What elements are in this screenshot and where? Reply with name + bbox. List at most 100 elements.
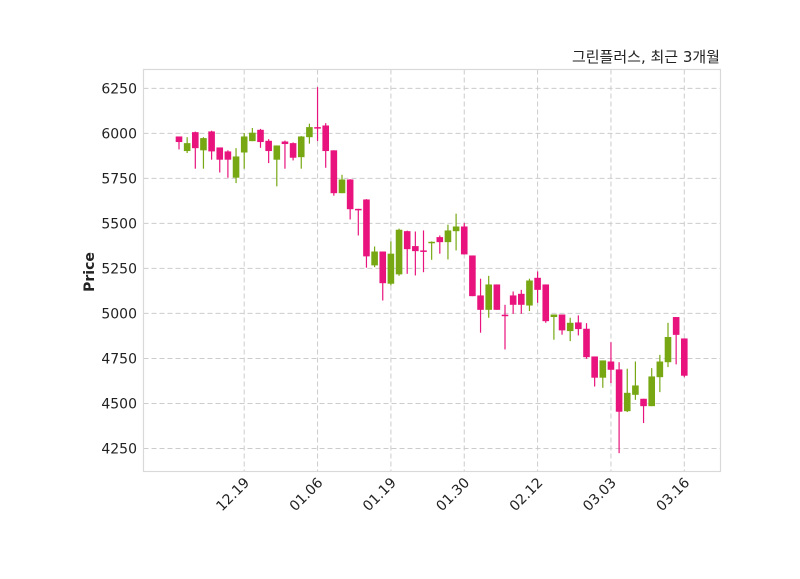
candle xyxy=(183,137,191,154)
candle xyxy=(501,304,509,350)
candle-body xyxy=(192,132,199,149)
candle xyxy=(656,354,664,393)
candle xyxy=(338,174,346,194)
candle-body xyxy=(297,136,305,158)
candle xyxy=(297,136,305,169)
plot-frame xyxy=(142,68,722,473)
candle-body xyxy=(460,226,468,255)
candle-body xyxy=(314,127,321,129)
candle-body xyxy=(623,392,631,412)
candle xyxy=(493,284,501,310)
candle-body xyxy=(395,229,403,275)
candle-body xyxy=(420,250,427,252)
x-tick-label: 02.12 xyxy=(507,475,547,515)
candle xyxy=(216,147,224,173)
grid-lines xyxy=(143,69,721,472)
candle xyxy=(232,148,240,184)
candle xyxy=(330,150,338,196)
candle xyxy=(436,235,444,254)
candle xyxy=(395,228,403,276)
candle xyxy=(306,123,313,144)
candle-body xyxy=(566,322,574,332)
candle xyxy=(208,130,215,160)
candle xyxy=(534,271,541,303)
candle xyxy=(640,398,647,424)
y-tick-label: 5750 xyxy=(101,171,137,187)
x-tick-label: 01.06 xyxy=(287,475,327,515)
candle xyxy=(460,223,468,255)
candle-body xyxy=(477,295,484,310)
candle xyxy=(648,368,655,407)
candle-body xyxy=(306,127,313,138)
candle-body xyxy=(200,138,207,151)
candle-body xyxy=(379,251,387,284)
candle-body xyxy=(518,293,525,305)
candle-body xyxy=(672,317,680,335)
candle-body xyxy=(640,398,647,407)
candle-body xyxy=(599,360,607,378)
candle-body xyxy=(265,140,272,152)
candle-body xyxy=(550,314,558,318)
candle-body xyxy=(526,280,533,306)
candle-body xyxy=(363,199,370,257)
candle-body xyxy=(493,284,501,310)
candle xyxy=(518,289,525,314)
candle-body xyxy=(428,241,435,244)
x-tick-label: 12.19 xyxy=(213,475,253,515)
candle xyxy=(444,224,452,260)
y-tick-label: 5000 xyxy=(101,306,137,322)
candle xyxy=(469,255,476,297)
candle-body xyxy=(436,237,444,243)
x-tick-label: 01.30 xyxy=(433,475,473,515)
candle-body xyxy=(632,385,639,395)
candle-body xyxy=(583,328,590,358)
candle-body xyxy=(330,150,338,194)
candle-body xyxy=(607,361,615,370)
candle xyxy=(509,291,517,314)
candle xyxy=(249,128,256,142)
candle xyxy=(599,360,607,388)
candle-body xyxy=(232,156,240,178)
candle xyxy=(623,368,631,413)
candle xyxy=(632,361,639,400)
candle xyxy=(607,342,615,384)
y-tick-label: 5250 xyxy=(101,261,137,277)
chart-title: 그린플러스, 최근 3개월 xyxy=(572,48,720,66)
candle-body xyxy=(534,277,541,290)
candle xyxy=(575,315,582,336)
candle-body xyxy=(175,136,183,143)
candle-body xyxy=(648,376,655,407)
candle xyxy=(240,133,248,169)
candle-body xyxy=(681,338,688,376)
candle xyxy=(672,317,680,365)
candle-body xyxy=(558,314,566,331)
candle xyxy=(403,230,411,274)
candle-body xyxy=(322,125,329,152)
candle xyxy=(550,314,558,340)
candle-body xyxy=(469,255,476,297)
x-tick-label: 03.03 xyxy=(580,475,620,515)
candle-body xyxy=(249,132,256,142)
candle-body xyxy=(509,295,517,305)
candle xyxy=(485,275,492,318)
candle xyxy=(224,150,232,178)
x-tick-label: 01.19 xyxy=(360,475,400,515)
candle xyxy=(200,137,207,169)
candles xyxy=(175,87,688,454)
candle xyxy=(583,323,590,359)
candle-body xyxy=(346,179,354,210)
candle-body xyxy=(355,208,362,211)
candle xyxy=(615,362,623,454)
candle-body xyxy=(575,322,582,330)
candle-body xyxy=(664,337,672,363)
candle xyxy=(566,317,574,342)
candle-body xyxy=(591,356,598,378)
candle-body xyxy=(371,251,378,266)
candle xyxy=(681,338,688,378)
candle xyxy=(257,128,264,148)
candle xyxy=(412,231,419,276)
candle-body xyxy=(403,231,411,250)
candle xyxy=(542,284,550,323)
candle-body xyxy=(224,151,232,160)
